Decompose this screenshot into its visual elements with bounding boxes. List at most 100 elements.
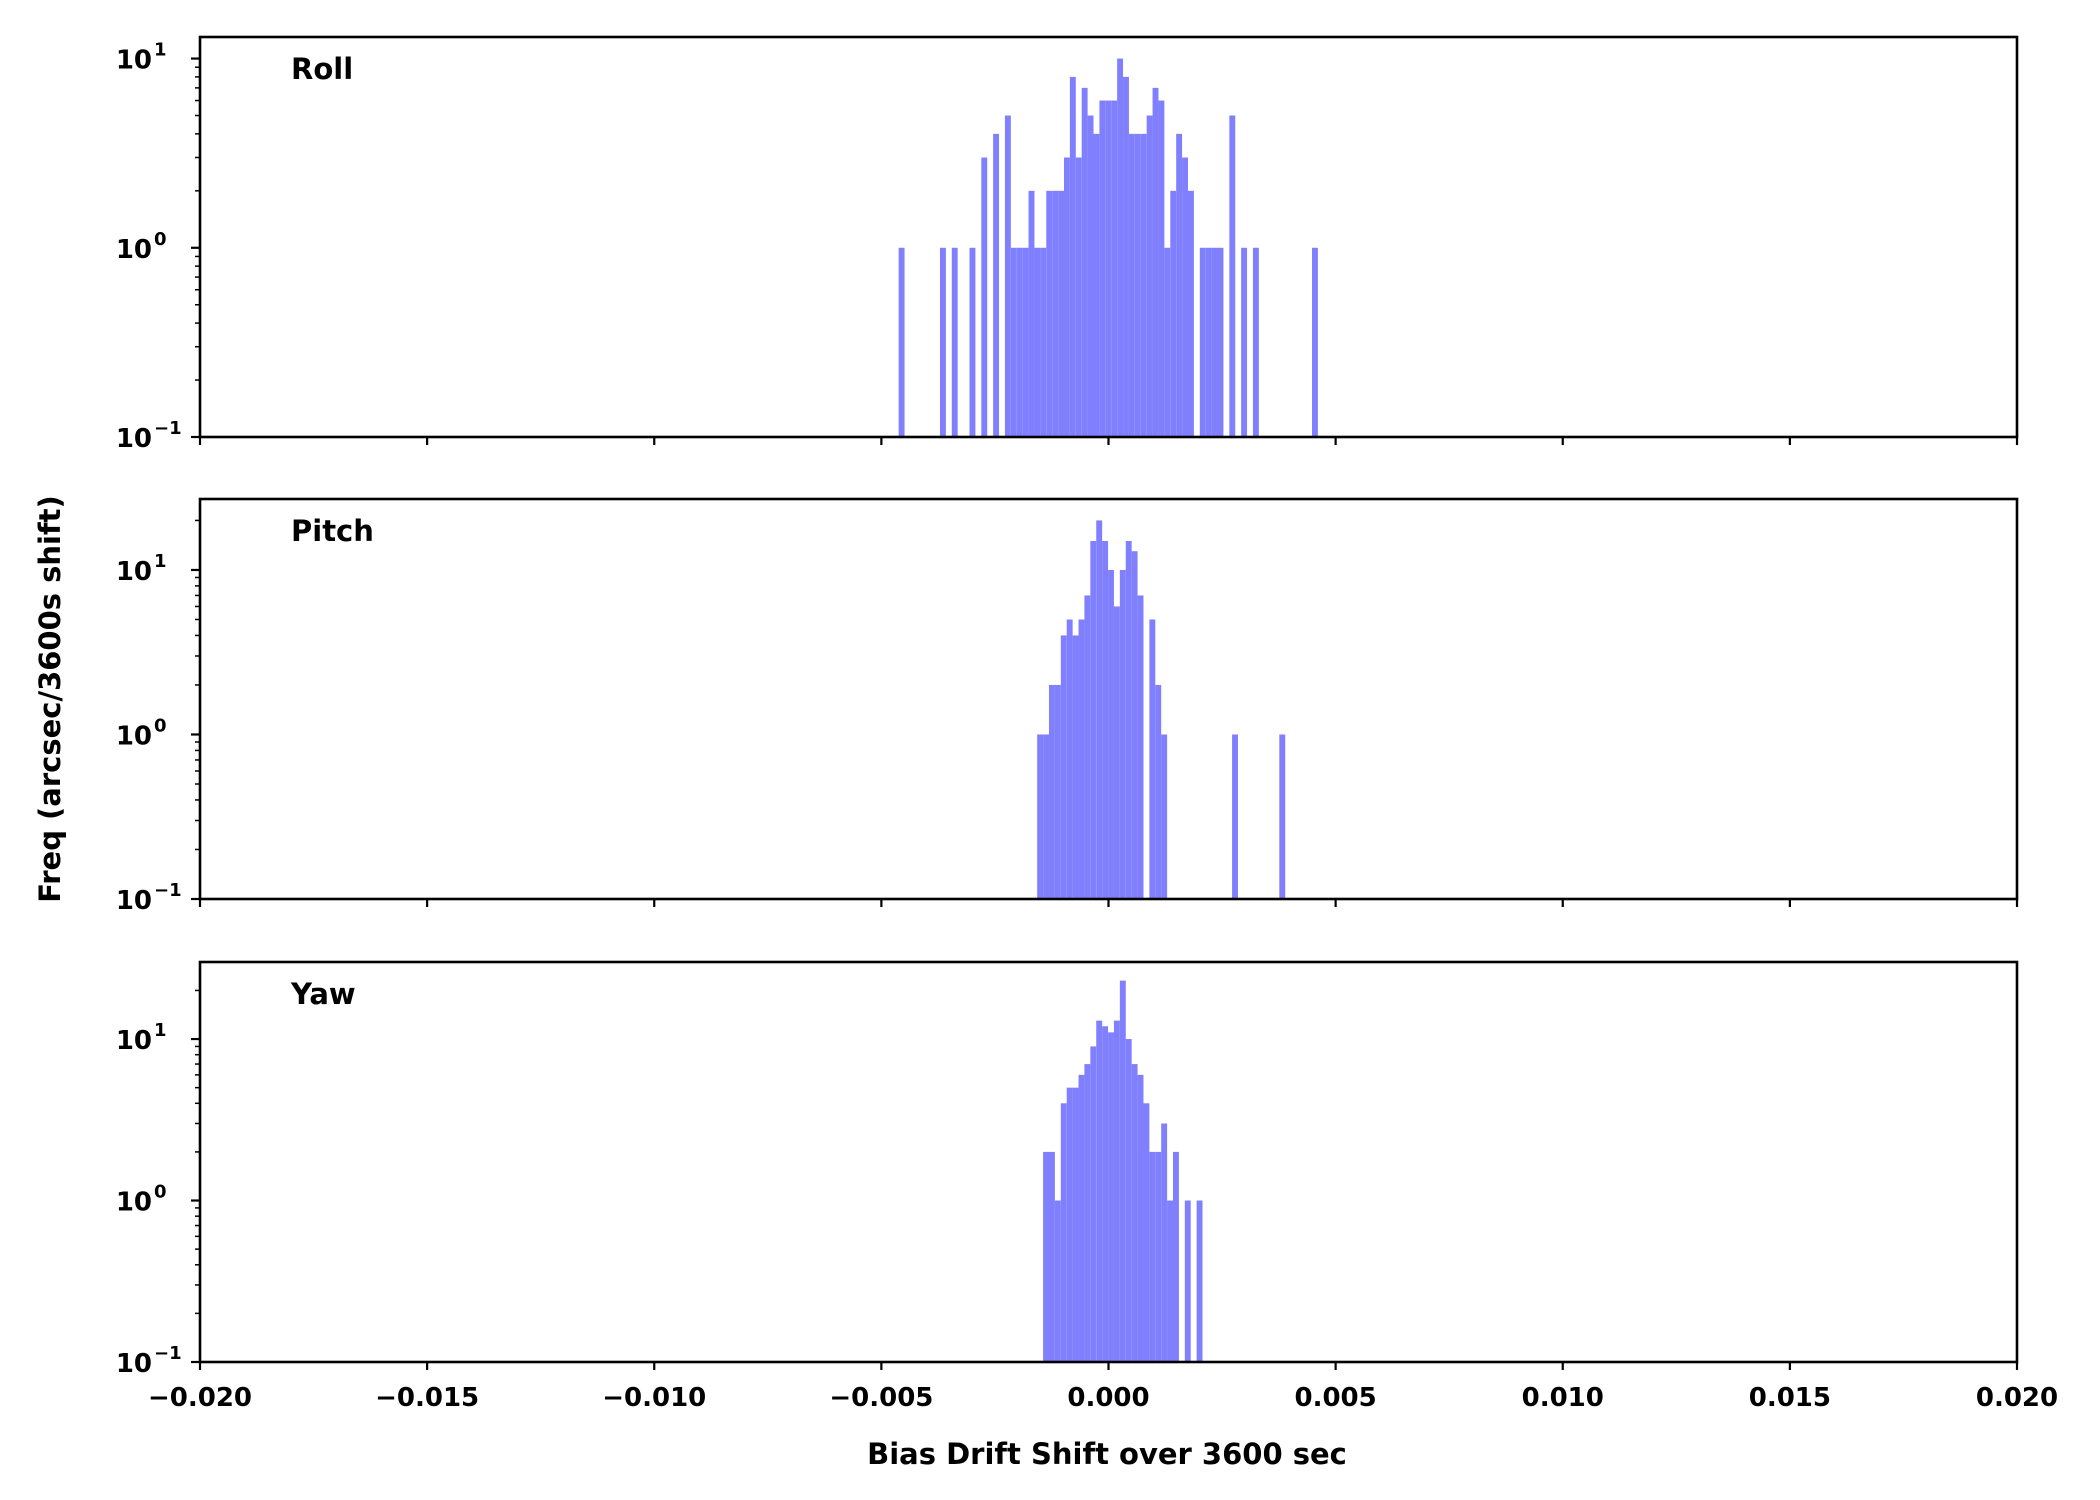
histogram-bar bbox=[1022, 247, 1029, 437]
histogram-bar bbox=[1034, 247, 1041, 437]
histogram-bar bbox=[1060, 1103, 1067, 1362]
histogram-bar bbox=[1158, 100, 1165, 437]
histogram-bar bbox=[1043, 1151, 1049, 1362]
y-tick-label: 10 bbox=[116, 1349, 152, 1379]
histogram-bar bbox=[1167, 1200, 1174, 1362]
x-tick-label: 0.010 bbox=[1522, 1383, 1604, 1413]
histogram-bar bbox=[1117, 58, 1124, 438]
histogram-bar bbox=[1187, 190, 1194, 437]
histogram-bar bbox=[1134, 133, 1141, 438]
histogram-bar bbox=[1046, 190, 1053, 437]
histogram-bar bbox=[1161, 734, 1168, 899]
y-tick-label: 10 bbox=[116, 1026, 152, 1056]
histogram-bar bbox=[1229, 115, 1236, 438]
y-tick-label: 10 bbox=[116, 46, 152, 76]
histogram-bar bbox=[1043, 734, 1049, 899]
histogram-bar bbox=[1241, 247, 1248, 437]
x-tick-label: −0.010 bbox=[602, 1383, 706, 1413]
histogram-bar bbox=[1066, 1087, 1073, 1362]
panel-label: Roll bbox=[291, 52, 353, 86]
histogram-bar bbox=[1146, 115, 1153, 438]
histogram-bar bbox=[1084, 1064, 1091, 1362]
y-tick-exponent: 0 bbox=[154, 1182, 167, 1203]
histogram-bar bbox=[1063, 157, 1070, 437]
histogram-bar bbox=[951, 247, 958, 437]
histogram-bar bbox=[1058, 190, 1064, 437]
x-tick-label: 0.015 bbox=[1749, 1383, 1831, 1413]
histogram-bar bbox=[1054, 684, 1061, 899]
histogram-bar bbox=[1176, 133, 1183, 438]
x-tick-label: −0.005 bbox=[829, 1383, 933, 1413]
histogram-bar bbox=[1312, 247, 1318, 437]
histogram-bar bbox=[1131, 551, 1138, 899]
histogram-bar bbox=[1155, 684, 1162, 899]
histogram-bar bbox=[1028, 190, 1035, 437]
histogram-bar bbox=[1016, 247, 1023, 437]
histogram-bar bbox=[1128, 133, 1135, 438]
panel-yaw: −0.020 −0.015 −0.010 −0.005 0.000 0.005 0.010 0… bbox=[116, 960, 2058, 1413]
histogram-bar bbox=[1217, 247, 1224, 437]
histogram-bar bbox=[1090, 1046, 1097, 1362]
histogram-bar bbox=[1040, 247, 1047, 437]
histogram-bar bbox=[1119, 569, 1126, 899]
histogram-bar bbox=[1099, 100, 1106, 437]
y-tick-exponent: 1 bbox=[154, 1020, 167, 1041]
histogram-bar bbox=[1090, 541, 1097, 899]
histogram-bar bbox=[1004, 115, 1011, 438]
x-tick-label: 0.005 bbox=[1295, 1383, 1377, 1413]
histogram-bar bbox=[1140, 133, 1147, 438]
y-tick-exponent: −1 bbox=[154, 880, 182, 901]
histogram-bar bbox=[1111, 100, 1118, 437]
y-tick-exponent: 0 bbox=[154, 715, 167, 736]
histogram-bar bbox=[1152, 87, 1159, 438]
histogram-bar bbox=[1096, 1020, 1103, 1362]
histogram-bar bbox=[1232, 734, 1238, 899]
y-tick-exponent: −1 bbox=[154, 1343, 182, 1364]
histogram-bar bbox=[1108, 1032, 1114, 1362]
histogram-bar bbox=[1170, 190, 1177, 437]
histogram-bar bbox=[1149, 1151, 1156, 1362]
histogram-bar bbox=[1137, 1074, 1144, 1362]
histogram-bar bbox=[1105, 100, 1112, 437]
panel-label: Yaw bbox=[290, 977, 356, 1011]
histogram-bar bbox=[1072, 1087, 1079, 1362]
histogram-bar bbox=[1123, 76, 1129, 438]
histogram-bar bbox=[1137, 595, 1144, 899]
x-tick-label: −0.020 bbox=[148, 1383, 252, 1413]
histogram-bar bbox=[1113, 1020, 1120, 1362]
histogram-bar bbox=[1048, 1151, 1055, 1362]
y-tick-label: 10 bbox=[116, 1188, 152, 1218]
y-axis-label: Freq (arcsec/3600s shift) bbox=[33, 495, 67, 902]
y-tick-exponent: 1 bbox=[154, 40, 167, 61]
histogram-bar bbox=[1096, 520, 1103, 899]
x-axis-label: Bias Drift Shift over 3600 sec bbox=[867, 1437, 1347, 1471]
y-tick-label: 10 bbox=[116, 721, 152, 751]
histogram-bar bbox=[1078, 619, 1085, 899]
histogram-bar bbox=[1052, 190, 1059, 437]
y-tick-exponent: −1 bbox=[154, 418, 182, 439]
histogram-bar bbox=[969, 247, 976, 437]
histogram-bar bbox=[993, 133, 1000, 438]
histogram-bar bbox=[1131, 1064, 1138, 1362]
histogram-bar bbox=[1048, 684, 1055, 899]
histogram-bar bbox=[1102, 1026, 1109, 1362]
y-tick-label: 10 bbox=[116, 886, 152, 916]
histogram-bar bbox=[1125, 541, 1132, 899]
y-tick-label: 10 bbox=[116, 424, 152, 454]
histogram-bar bbox=[1093, 133, 1100, 438]
y-tick-label: 10 bbox=[116, 235, 152, 265]
histogram-bar bbox=[1054, 1200, 1061, 1362]
histogram-bar bbox=[1164, 247, 1171, 437]
x-tick-label: 0.020 bbox=[1976, 1383, 2058, 1413]
histogram-bar bbox=[981, 157, 988, 437]
histogram-bar bbox=[1081, 87, 1088, 438]
histogram-bar bbox=[1010, 247, 1017, 437]
histogram-bar bbox=[1102, 541, 1109, 899]
histogram-bar bbox=[1173, 1151, 1179, 1362]
histogram-bar bbox=[1155, 1151, 1162, 1362]
y-tick-label: 10 bbox=[116, 557, 152, 587]
histogram-bar bbox=[1279, 734, 1286, 899]
